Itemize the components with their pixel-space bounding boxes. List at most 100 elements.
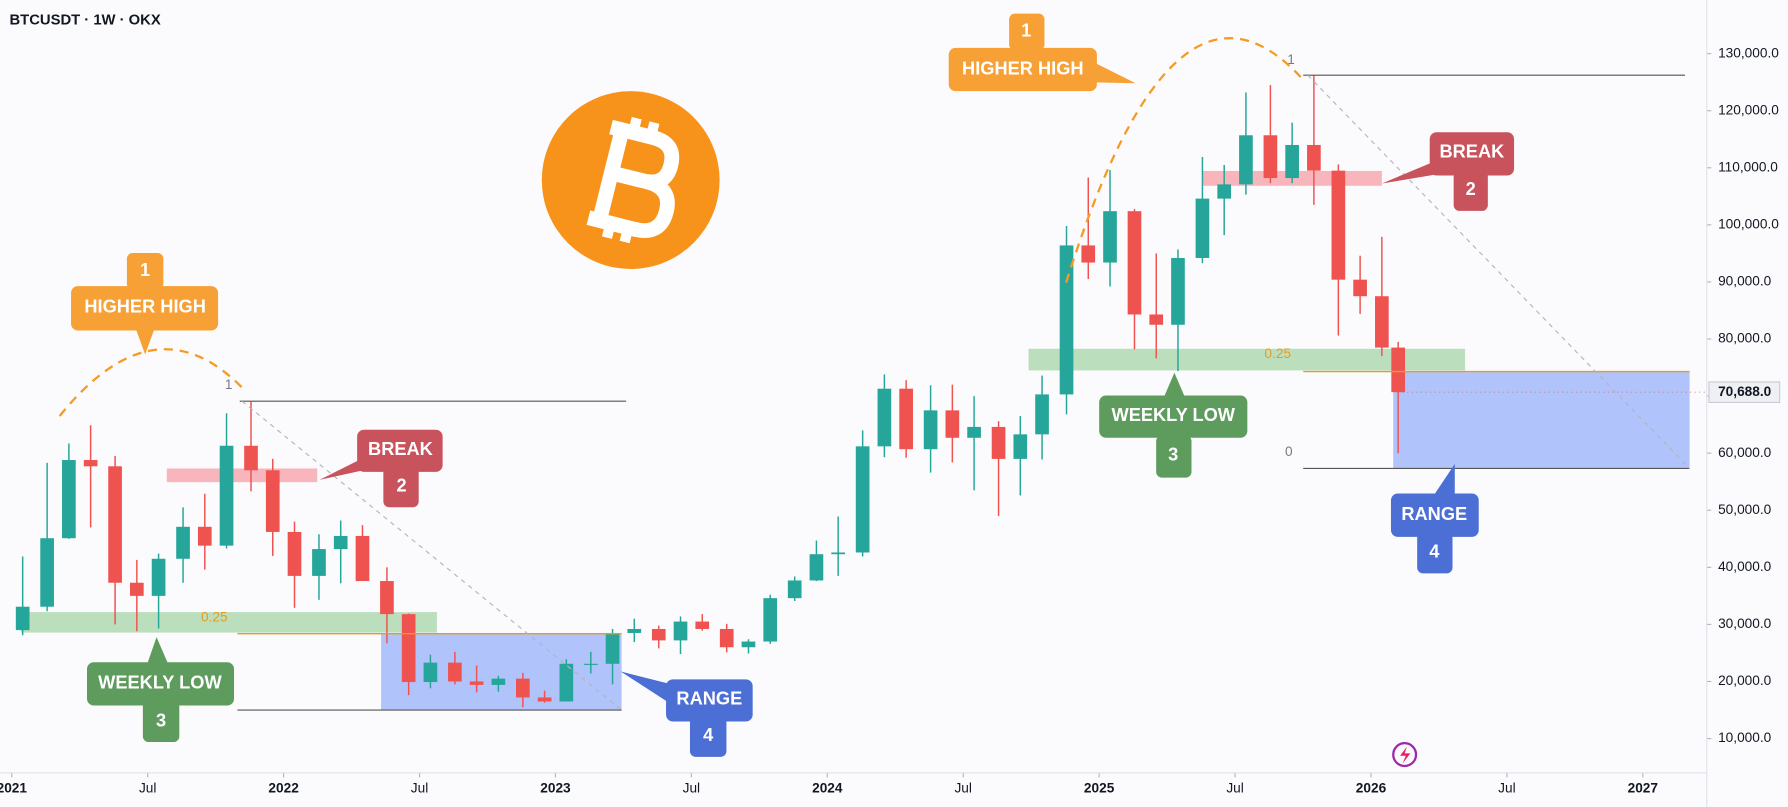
candle-body — [1035, 394, 1049, 435]
callout-text: HIGHER HIGH — [84, 296, 205, 317]
candle-body — [1217, 184, 1232, 199]
candle-body — [1127, 211, 1142, 315]
axes: 10,000.0 20,000.0 30,000.0 40,000.0 50,000.0… — [0, 45, 1779, 795]
callout-box — [948, 47, 1097, 92]
candle-body — [1059, 245, 1074, 395]
x-tick-label: Jul — [1226, 780, 1243, 795]
candle-body — [1081, 245, 1096, 263]
callout-number: 1 — [140, 259, 150, 280]
range-zone — [381, 633, 622, 711]
candle-body — [923, 410, 938, 450]
callout-text: WEEKLY LOW — [98, 672, 222, 693]
candle-body — [1331, 170, 1346, 280]
callout-box — [1009, 13, 1045, 51]
candle-body — [899, 388, 913, 450]
x-tick-label: 2025 — [1084, 780, 1115, 795]
candle-body — [176, 526, 190, 559]
last-price-box — [1708, 381, 1781, 404]
fib-label: 1 — [1287, 52, 1295, 67]
callout-text: BREAK — [368, 438, 433, 459]
callout-text: BREAK — [1440, 141, 1505, 162]
candle-body — [15, 606, 30, 631]
candle-body — [1353, 279, 1367, 297]
y-tick-label: 30,000.0 — [1718, 616, 1772, 631]
callout-box — [71, 286, 219, 331]
callout-pointer — [147, 637, 168, 664]
fib-label: 0.25 — [201, 609, 228, 624]
candle-body — [719, 628, 734, 648]
x-tick-label: 2027 — [1628, 780, 1658, 795]
callout-box — [357, 429, 443, 472]
candle-body — [1195, 198, 1210, 258]
callout-number: 4 — [1429, 541, 1440, 562]
candle-body — [287, 531, 302, 576]
y-tick-label: 60,000.0 — [1718, 445, 1772, 460]
candle-body — [1239, 135, 1253, 185]
callout-number: 3 — [156, 709, 166, 730]
candle-body — [1285, 144, 1299, 179]
callout-number: 1 — [1021, 20, 1031, 41]
x-tick-label: Jul — [139, 780, 156, 795]
support-zone — [1028, 348, 1466, 371]
candle-body — [967, 426, 981, 438]
candle-body — [877, 388, 892, 447]
candle-body — [605, 632, 620, 664]
candle-body — [1171, 257, 1185, 325]
candle-body — [355, 535, 370, 582]
price-label-group: 70,688.0 — [1398, 381, 1781, 404]
candle-body — [627, 628, 642, 633]
candle-body — [537, 697, 552, 702]
candle-body — [831, 552, 846, 555]
x-tick-label: 2024 — [812, 780, 843, 795]
candle-body — [401, 614, 416, 683]
y-tick-label: 110,000.0 — [1718, 159, 1778, 174]
y-tick-label: 120,000.0 — [1718, 102, 1779, 117]
candle-body — [129, 582, 144, 596]
y-tick-label: 50,000.0 — [1718, 502, 1772, 517]
callout-box — [1429, 132, 1515, 176]
candle-body — [151, 558, 166, 596]
candle-body — [1375, 296, 1389, 348]
x-tick-label: 2026 — [1356, 780, 1387, 795]
x-tick-label: Jul — [954, 780, 971, 795]
candle-body — [469, 681, 484, 685]
candle-body — [1307, 144, 1321, 171]
candle-body — [741, 641, 756, 648]
candle-body — [1149, 314, 1164, 325]
candle-body — [333, 535, 348, 550]
icon — [1400, 746, 1411, 764]
callout-box — [87, 662, 235, 706]
fib-label: 1 — [225, 377, 233, 392]
candle-body — [423, 662, 438, 683]
logo-glyph — [586, 116, 680, 244]
candle-body — [516, 678, 530, 698]
y-tick-label: 40,000.0 — [1718, 559, 1772, 574]
candle-body — [787, 580, 802, 599]
candle-body — [219, 445, 234, 546]
candle-body — [197, 526, 212, 546]
bitcoin-logo — [541, 91, 720, 270]
fib-diagonal — [1307, 74, 1691, 469]
candle-body — [83, 460, 98, 467]
candle-body — [651, 628, 666, 641]
callout-number: 3 — [1168, 444, 1178, 465]
callout-pointer — [136, 329, 155, 355]
candles — [15, 75, 1406, 708]
break-zone — [166, 468, 318, 483]
y-tick-label: 90,000.0 — [1718, 274, 1772, 289]
candle-body — [108, 466, 122, 583]
candle-body — [695, 621, 710, 629]
candle-body — [491, 678, 506, 685]
support-zone — [20, 612, 437, 633]
callout-box — [1156, 435, 1192, 478]
callout-box — [1099, 395, 1248, 438]
candle-body — [1013, 434, 1028, 459]
icon[interactable] — [1392, 742, 1418, 768]
arc — [58, 348, 243, 417]
candle-body — [673, 621, 688, 641]
callout-box — [126, 253, 164, 290]
callout-number: 2 — [397, 475, 407, 496]
y-tick-label: 80,000.0 — [1718, 331, 1772, 346]
callout-text: HIGHER HIGH — [962, 57, 1083, 78]
candle-body — [583, 663, 598, 665]
